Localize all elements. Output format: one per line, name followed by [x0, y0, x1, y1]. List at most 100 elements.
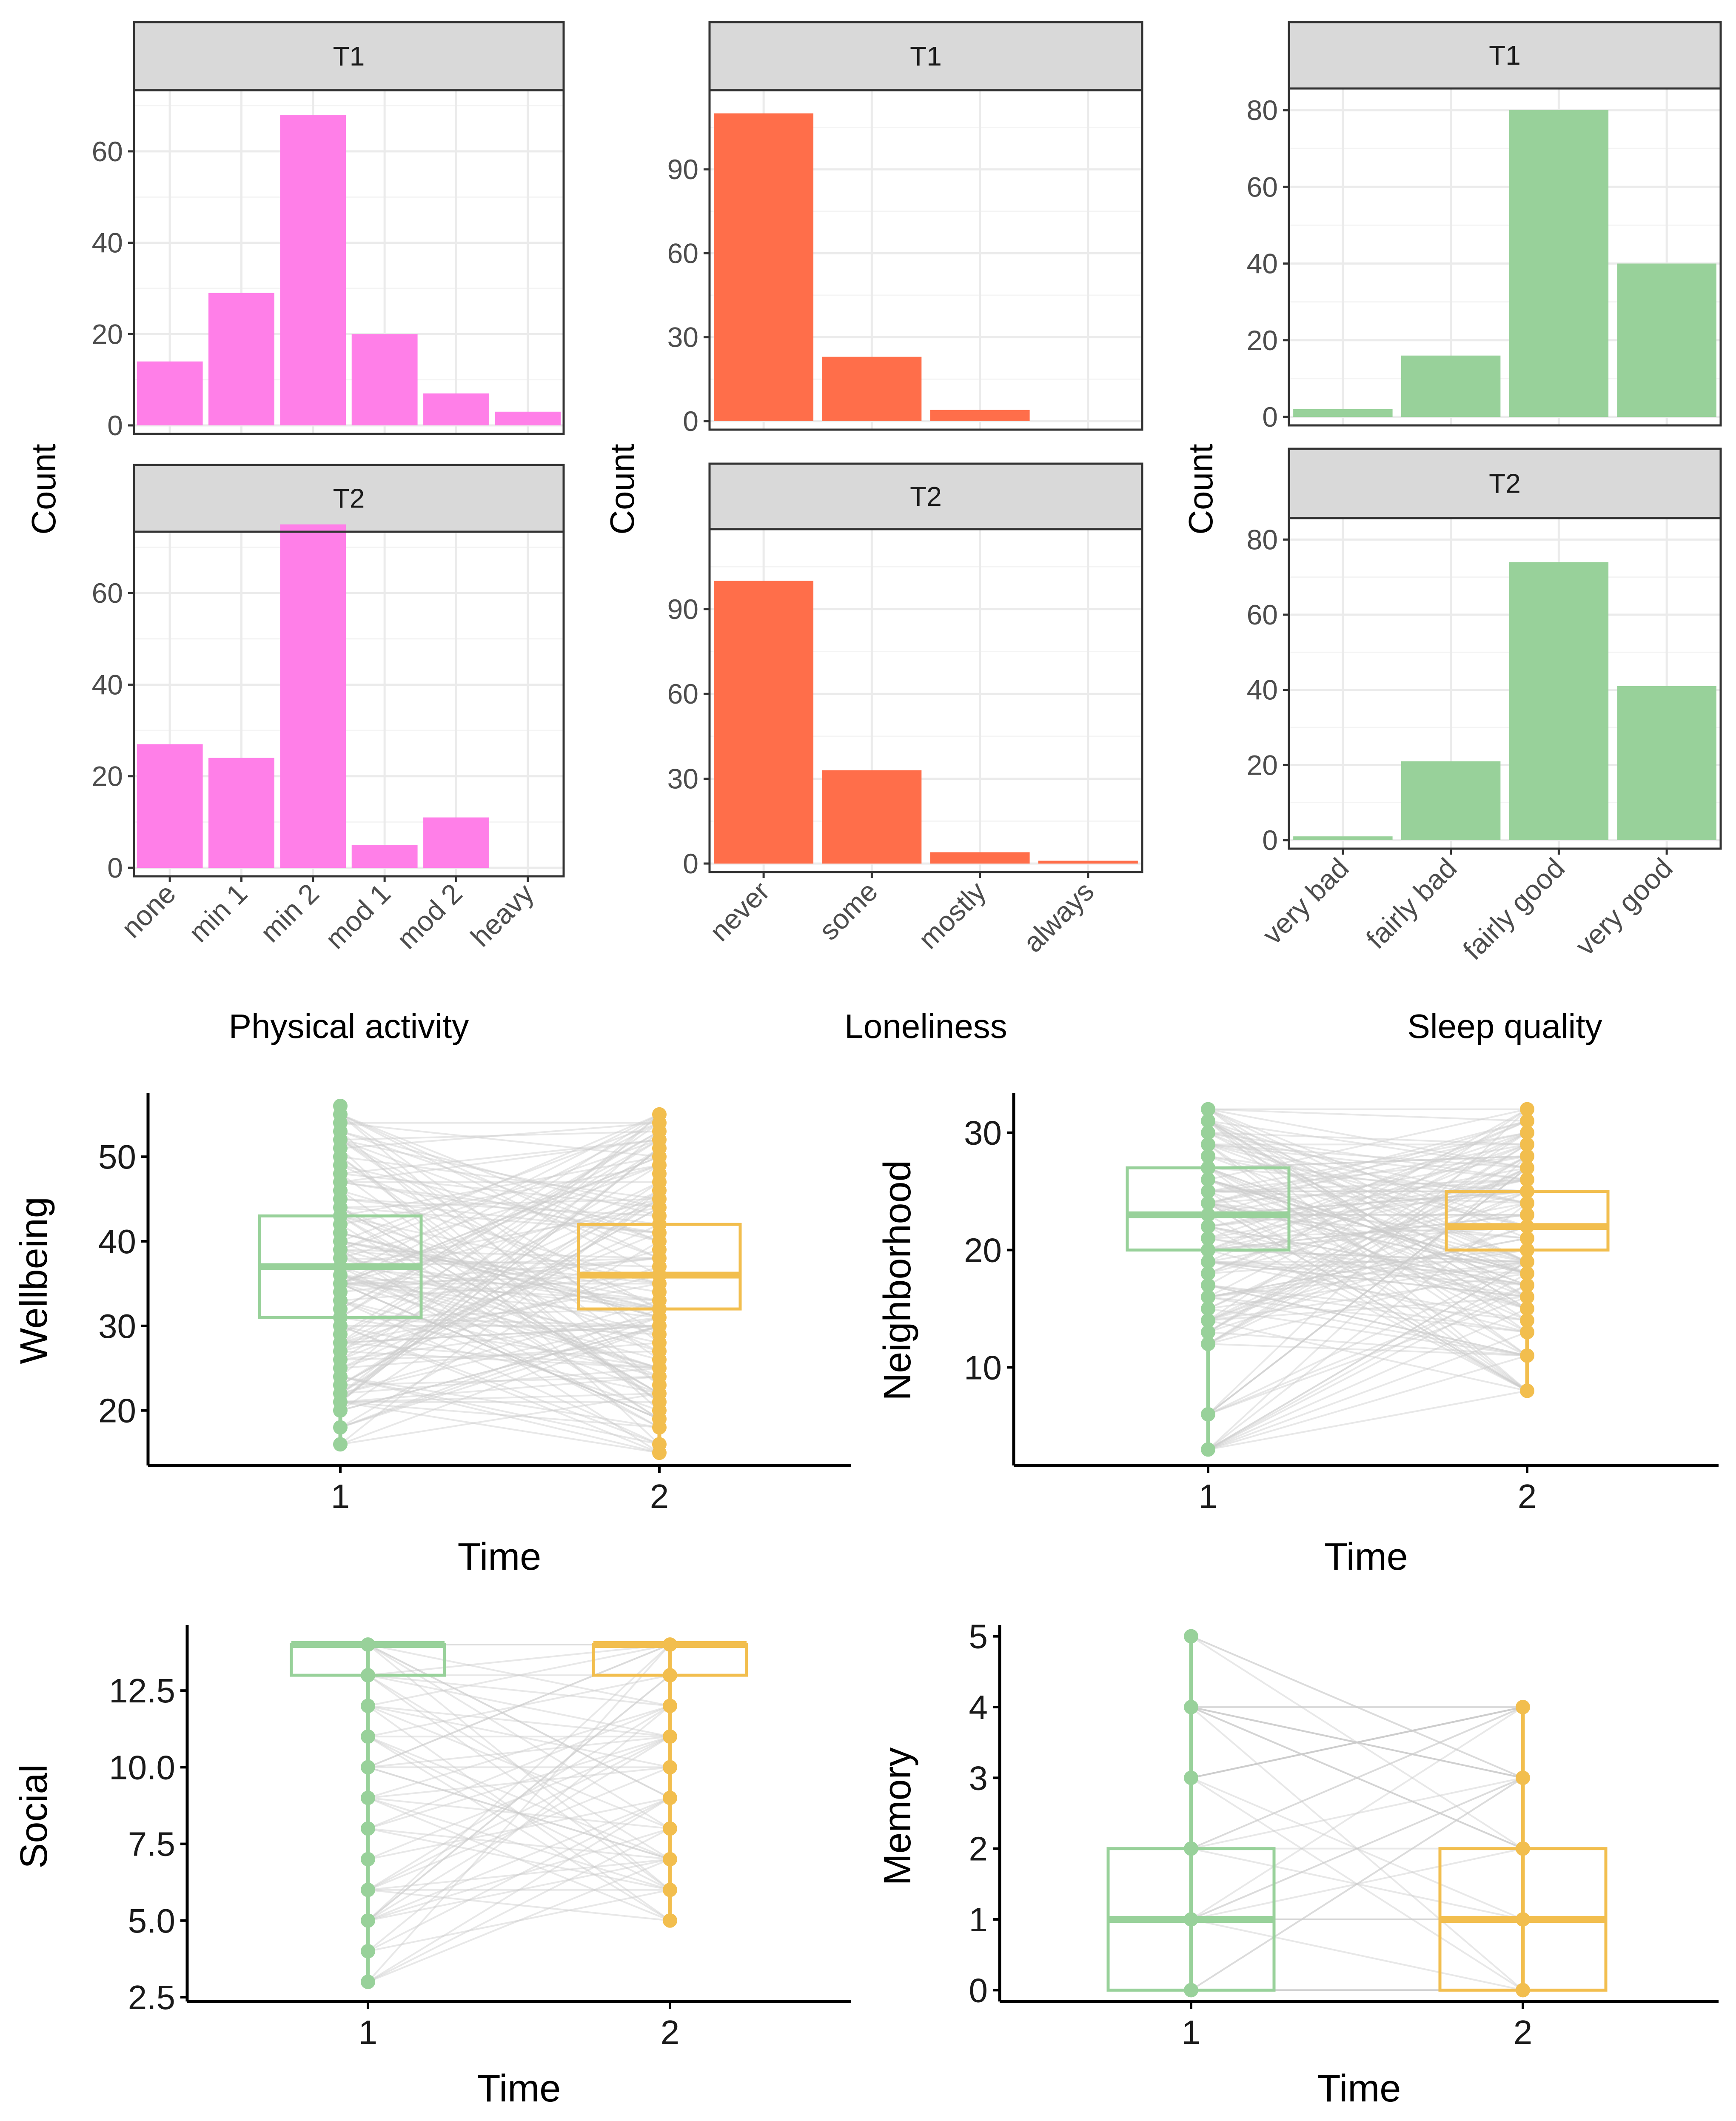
- data-point: [1201, 1196, 1215, 1211]
- trajectory-line: [339, 1122, 660, 1344]
- trajectory-line: [340, 1266, 660, 1369]
- data-point: [1201, 1243, 1215, 1257]
- trajectory-line: [1208, 1284, 1528, 1333]
- trajectory-line: [340, 1274, 660, 1394]
- trajectory-line: [1208, 1226, 1528, 1333]
- trajectory-line: [368, 1644, 670, 1676]
- trajectory-line: [1208, 1132, 1528, 1146]
- data-point: [1520, 1172, 1534, 1187]
- trajectory-line: [340, 1274, 660, 1302]
- facet-strip: [708, 21, 1143, 91]
- trajectory-line: [1190, 1777, 1524, 1991]
- trajectory-line: [368, 1736, 670, 1830]
- facet-label: T2: [910, 481, 942, 512]
- y-tick-label: 30: [98, 1307, 136, 1345]
- trajectory-line: [1207, 1120, 1528, 1392]
- trajectory-line: [340, 1122, 660, 1149]
- trajectory-line: [339, 1139, 660, 1361]
- trajectory-line: [340, 1113, 660, 1251]
- trajectory-line: [1207, 1143, 1528, 1357]
- y-tick-label: 5: [969, 1618, 988, 1656]
- trajectory-line: [1208, 1143, 1528, 1169]
- trajectory-line: [1191, 1919, 1523, 1991]
- data-point: [652, 1437, 667, 1452]
- trajectory-line: [1191, 1706, 1523, 1850]
- y-axis-title: Neighborhood: [876, 1160, 919, 1400]
- trajectory-line: [340, 1317, 660, 1369]
- data-point: [1184, 1841, 1198, 1856]
- data-point: [1201, 1231, 1215, 1246]
- trajectory-line: [1208, 1272, 1528, 1451]
- bar: [137, 361, 203, 425]
- trajectory-line: [339, 1190, 660, 1403]
- trajectory-line: [1208, 1167, 1528, 1321]
- trajectory-line: [340, 1392, 660, 1403]
- trajectory-line: [368, 1797, 670, 1860]
- trajectory-line: [1208, 1202, 1528, 1321]
- bar: [495, 411, 561, 425]
- x-tick-label: 1: [1199, 1477, 1218, 1515]
- bar: [714, 113, 814, 421]
- bar: [351, 845, 418, 868]
- trajectory-line: [1208, 1272, 1528, 1322]
- trajectory-line: [368, 1827, 670, 1983]
- trajectory-line: [1208, 1296, 1528, 1415]
- y-tick-label: 0: [1262, 401, 1278, 433]
- trajectory-line: [340, 1257, 660, 1293]
- trajectory-line: [340, 1139, 660, 1310]
- data-point: [1184, 1983, 1198, 1998]
- x-tick-label: always: [1017, 875, 1100, 958]
- trajectory-line: [1191, 1847, 1523, 1920]
- trajectory-line: [1208, 1120, 1528, 1204]
- y-tick-label: 60: [1247, 599, 1278, 630]
- trajectory-line: [340, 1283, 660, 1344]
- trajectory-line: [1208, 1179, 1528, 1263]
- x-tick-label: mod 1: [319, 878, 396, 955]
- y-tick-label: 60: [667, 237, 698, 269]
- y-tick-label: 40: [92, 227, 123, 259]
- trajectory-line: [339, 1249, 660, 1454]
- data-point: [333, 1437, 348, 1452]
- y-tick-label: 10: [964, 1348, 1002, 1386]
- trajectory-line: [1207, 1167, 1528, 1415]
- data-point: [1201, 1125, 1215, 1140]
- trajectory-line: [1207, 1120, 1528, 1357]
- bar: [1509, 562, 1609, 840]
- trajectory-line: [1191, 1777, 1523, 1920]
- trajectory-line: [1208, 1261, 1528, 1298]
- trajectory-line: [340, 1223, 660, 1369]
- trajectory-line: [1208, 1108, 1528, 1239]
- trajectory-line: [339, 1206, 660, 1394]
- trajectory-line: [340, 1249, 660, 1259]
- trajectory-line: [368, 1797, 670, 1891]
- trajectory-line: [1208, 1155, 1528, 1333]
- trajectory-line: [340, 1139, 660, 1175]
- data-point: [663, 1882, 677, 1897]
- trajectory-line: [1208, 1390, 1528, 1451]
- trajectory-line: [368, 1766, 670, 1799]
- trajectory-line: [1207, 1143, 1528, 1333]
- trajectory-line: [1208, 1261, 1528, 1286]
- trajectory-line: [1208, 1179, 1528, 1274]
- facet-label: T2: [333, 483, 365, 514]
- x-tick-label: min 1: [182, 878, 253, 948]
- trajectory-line: [1208, 1155, 1528, 1169]
- trajectory-line: [340, 1283, 660, 1302]
- trajectory-line: [1208, 1308, 1528, 1357]
- trajectory-line: [340, 1113, 660, 1276]
- trajectory-line: [1208, 1284, 1528, 1322]
- y-tick-label: 12.5: [109, 1672, 175, 1710]
- trajectory-line: [340, 1206, 660, 1352]
- trajectory-line: [340, 1206, 660, 1386]
- data-point: [1520, 1184, 1534, 1199]
- bar: [137, 744, 203, 868]
- trajectory-line: [339, 1114, 660, 1344]
- y-tick-label: 20: [964, 1232, 1002, 1269]
- data-point: [1184, 1912, 1198, 1927]
- trajectory-line: [340, 1232, 660, 1361]
- data-point: [1520, 1383, 1534, 1398]
- trajectory-line: [339, 1114, 660, 1403]
- trajectory-line: [340, 1215, 660, 1318]
- x-axis-title: Physical activity: [229, 1007, 469, 1045]
